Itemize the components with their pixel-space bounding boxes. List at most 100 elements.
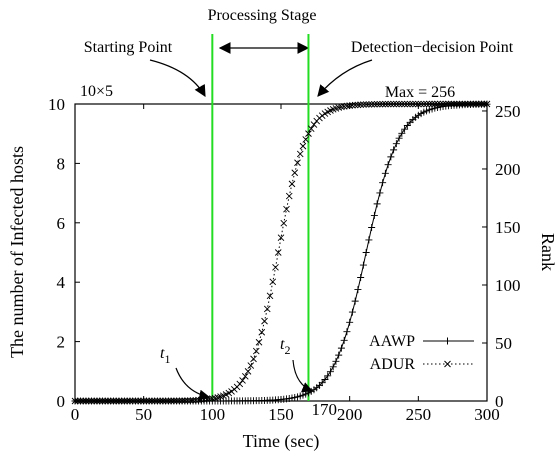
data-point-adur — [170, 397, 178, 405]
data-point-adur — [302, 136, 310, 143]
data-point-adur — [390, 100, 397, 108]
data-point-aawp — [381, 169, 389, 177]
data-point-adur — [115, 397, 123, 405]
data-point-aawp — [362, 249, 370, 256]
data-point-adur — [357, 101, 364, 109]
max-label: Max = 256 — [385, 84, 455, 101]
data-point-adur — [401, 100, 408, 108]
x-tick-label: 200 — [337, 405, 363, 424]
data-point-adur — [439, 100, 447, 108]
data-point-adur — [244, 368, 252, 375]
data-point-adur — [250, 355, 257, 363]
data-point-adur — [159, 397, 167, 405]
axis-ticks: 0 50 100 150 170 200 250 3000246810050100150200… — [48, 95, 521, 424]
data-point-adur — [148, 397, 156, 405]
data-point-adur — [288, 180, 296, 188]
x-tick-label: 150 — [268, 405, 294, 424]
data-point-adur — [338, 103, 345, 111]
data-point-adur — [274, 249, 282, 256]
t1-label: t1 — [160, 345, 170, 366]
data-point-aawp — [365, 236, 373, 244]
data-point-adur — [181, 397, 189, 404]
data-point-adur — [247, 362, 255, 369]
data-point-adur — [74, 397, 82, 405]
data-point-aawp — [335, 351, 343, 359]
data-point-aawp — [326, 368, 334, 376]
data-point-adur — [294, 159, 301, 167]
data-point-adur — [283, 205, 290, 213]
data-point-adur — [104, 397, 112, 405]
data-point-adur — [384, 100, 392, 108]
data-point-adur — [420, 100, 428, 108]
data-point-adur — [134, 397, 142, 405]
processing-stage-label: Processing Stage — [208, 7, 317, 24]
data-point-adur — [255, 338, 263, 346]
data-point-adur — [469, 100, 477, 108]
legend-label-adur: ADUR — [370, 356, 416, 373]
vertical-lines — [211, 34, 310, 401]
data-point-adur — [285, 192, 293, 200]
data-point-adur — [90, 397, 98, 405]
data-point-adur — [434, 100, 441, 108]
data-point-aawp — [348, 308, 356, 316]
data-point-aawp — [351, 297, 359, 305]
data-point-adur — [458, 100, 466, 108]
data-point-adur — [346, 102, 353, 109]
y-tick-label-left: 10 — [48, 95, 65, 114]
data-point-adur — [456, 100, 463, 108]
data-point-adur — [461, 100, 469, 108]
data-point-aawp — [373, 200, 381, 208]
data-point-adur — [151, 397, 158, 405]
starting-point-label: Starting Point — [84, 39, 173, 56]
legend: AAWP ADUR — [369, 333, 474, 373]
data-point-adur — [354, 101, 362, 109]
data-point-adur — [291, 169, 299, 177]
data-point-aawp — [379, 179, 387, 187]
y-tick-label-right: 100 — [495, 276, 521, 295]
y-multiplier: 10×5 — [80, 83, 113, 100]
data-point-adur — [112, 397, 120, 405]
data-point-adur — [296, 150, 304, 158]
data-point-adur — [310, 121, 318, 128]
data-point-adur — [467, 100, 474, 108]
data-point-adur — [241, 372, 249, 380]
data-point-adur — [189, 397, 197, 404]
x-tick-label: 0 — [71, 405, 80, 424]
data-point-adur — [447, 100, 455, 108]
data-point-adur — [187, 397, 194, 404]
t1-arrow — [175, 367, 211, 401]
data-point-adur — [368, 101, 375, 108]
data-point-adur — [478, 100, 485, 108]
data-point-adur — [236, 380, 244, 388]
x-tick-label: 300 — [474, 405, 500, 424]
data-point-adur — [351, 101, 359, 109]
data-point-adur — [263, 305, 271, 313]
data-point-adur — [404, 100, 411, 108]
data-point-aawp — [368, 223, 376, 231]
data-point-adur — [277, 234, 285, 242]
data-point-aawp — [337, 344, 345, 352]
data-point-aawp — [390, 146, 398, 154]
y-tick-label-right: 250 — [495, 102, 521, 121]
data-point-adur — [79, 397, 87, 405]
data-point-adur — [154, 397, 161, 405]
t2-label: t2 — [280, 336, 290, 357]
legend-marker-aawp — [444, 337, 451, 345]
data-point-adur — [143, 397, 150, 405]
x-tick-label: 250 — [406, 405, 432, 424]
t2-arrow — [292, 359, 313, 393]
data-point-aawp — [346, 318, 354, 326]
data-point-adur — [266, 292, 274, 300]
starting-point-arrow — [149, 59, 206, 98]
data-point-adur — [442, 100, 450, 108]
data-point-adur — [436, 100, 444, 108]
data-point-adur — [376, 100, 384, 108]
data-point-adur — [426, 100, 433, 108]
data-point-adur — [209, 395, 216, 402]
data-point-adur — [118, 397, 126, 405]
data-point-adur — [305, 130, 312, 137]
data-point-adur — [252, 347, 260, 355]
y-tick-label-left: 2 — [57, 333, 66, 352]
data-point-adur — [412, 100, 419, 108]
